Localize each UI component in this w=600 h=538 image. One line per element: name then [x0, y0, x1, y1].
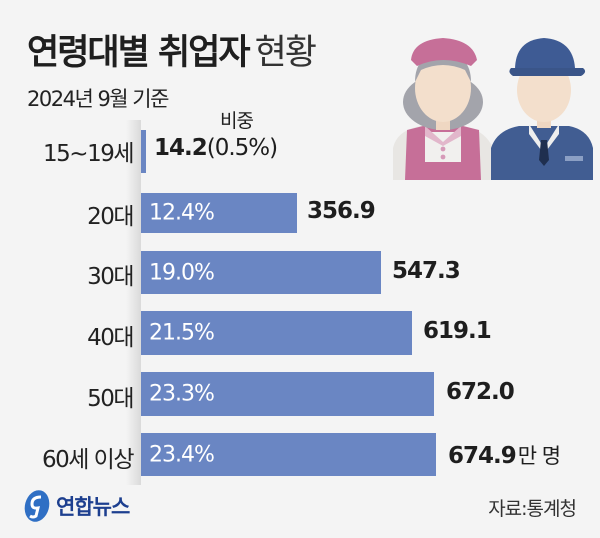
yonhap-logo: 연합뉴스: [22, 488, 130, 524]
row-label-15-19: 15~19세: [43, 141, 134, 167]
row-label-50s: 50대: [87, 386, 134, 412]
bar-20s: 12.4%: [141, 193, 297, 233]
share-percent: 12.4%: [149, 200, 215, 226]
title-bold: 연령대별 취업자: [27, 33, 251, 73]
row-label-60-plus: 60세 이상: [41, 447, 135, 473]
row-label-20s: 20대: [87, 204, 134, 230]
bar-axis-shadow: [126, 120, 141, 485]
data-source: 자료:통계청: [488, 498, 577, 520]
logo-text: 연합뉴스: [56, 495, 130, 519]
share-percent: 21.5%: [149, 320, 215, 346]
value-40s: 619.1: [423, 318, 492, 344]
value-number: 674.9: [448, 443, 517, 469]
row-label-30s: 30대: [87, 264, 134, 290]
chart-title: 연령대별 취업자 현황: [27, 24, 317, 75]
value-30s: 547.3: [392, 258, 461, 284]
value-20s: 356.9: [307, 198, 376, 224]
value-50s: 672.0: [446, 379, 515, 405]
share-percent: 23.3%: [149, 381, 215, 407]
share-percent: 19.0%: [149, 260, 215, 285]
chart-subtitle: 2024년 9월 기준: [27, 87, 169, 111]
bar-15-19: [141, 130, 146, 173]
bar-30s: 19.0%: [141, 251, 381, 294]
share-column-label: 비중: [220, 110, 254, 132]
share-percent: (0.5%): [206, 135, 278, 161]
value-60-plus: 674.9만 명: [448, 440, 561, 470]
bar-40s: 21.5%: [141, 311, 412, 355]
title-light: 현황: [254, 33, 317, 73]
value-15-19: 14.2(0.5%): [154, 135, 278, 161]
yonhap-globe-icon: [24, 490, 50, 522]
bar-60-plus: 23.4%: [141, 433, 436, 476]
row-label-40s: 40대: [87, 325, 134, 351]
older-woman-and-man-workers-icon: [393, 38, 593, 180]
value-number: 14.2: [154, 135, 208, 161]
bar-50s: 23.3%: [141, 372, 434, 416]
share-percent: 23.4%: [149, 442, 215, 467]
unit-label: 만 명: [517, 444, 561, 468]
